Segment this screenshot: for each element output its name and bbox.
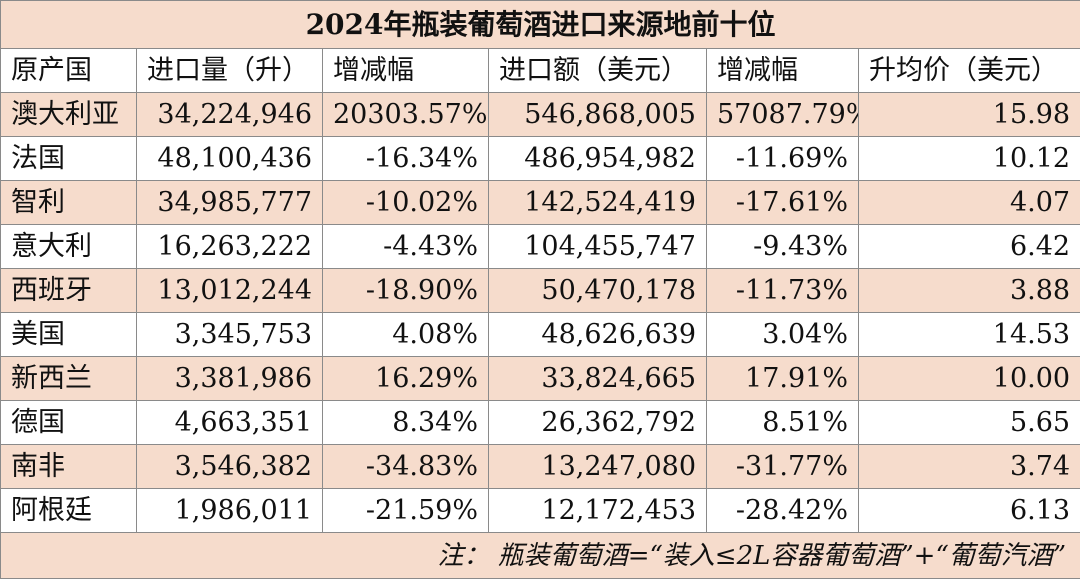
table-title: 2024年瓶装葡萄酒进口来源地前十位 — [1, 1, 1080, 49]
title-row: 2024年瓶装葡萄酒进口来源地前十位 — [1, 1, 1080, 49]
value-cell: 33,824,665 — [489, 357, 707, 401]
volume-change-cell: 8.34% — [323, 401, 489, 445]
volume-cell: 34,985,777 — [137, 181, 323, 225]
avg-price-cell: 10.12 — [859, 137, 1080, 181]
header-value: 进口额（美元） — [489, 49, 707, 93]
value-change-cell: -9.43% — [707, 225, 859, 269]
value-change-cell: -28.42% — [707, 489, 859, 533]
table-row: 法国 48,100,436 -16.34% 486,954,982 -11.69… — [1, 137, 1080, 181]
table-row: 智利 34,985,777 -10.02% 142,524,419 -17.61… — [1, 181, 1080, 225]
value-cell: 50,470,178 — [489, 269, 707, 313]
value-change-cell: -31.77% — [707, 445, 859, 489]
table-row: 德国 4,663,351 8.34% 26,362,792 8.51% 5.65 — [1, 401, 1080, 445]
avg-price-cell: 6.13 — [859, 489, 1080, 533]
avg-price-cell: 3.74 — [859, 445, 1080, 489]
value-change-cell: -11.69% — [707, 137, 859, 181]
volume-cell: 4,663,351 — [137, 401, 323, 445]
volume-cell: 1,986,011 — [137, 489, 323, 533]
header-volume-change: 增减幅 — [323, 49, 489, 93]
table-row: 澳大利亚 34,224,946 20303.57% 546,868,005 57… — [1, 93, 1080, 137]
table-row: 新西兰 3,381,986 16.29% 33,824,665 17.91% 1… — [1, 357, 1080, 401]
header-country: 原产国 — [1, 49, 137, 93]
value-cell: 546,868,005 — [489, 93, 707, 137]
volume-cell: 3,345,753 — [137, 313, 323, 357]
country-cell: 意大利 — [1, 225, 137, 269]
value-cell: 48,626,639 — [489, 313, 707, 357]
country-cell: 美国 — [1, 313, 137, 357]
country-cell: 西班牙 — [1, 269, 137, 313]
header-row: 原产国 进口量（升） 增减幅 进口额（美元） 增减幅 升均价（美元） — [1, 49, 1080, 93]
country-cell: 智利 — [1, 181, 137, 225]
avg-price-cell: 4.07 — [859, 181, 1080, 225]
volume-change-cell: 16.29% — [323, 357, 489, 401]
table-row: 南非 3,546,382 -34.83% 13,247,080 -31.77% … — [1, 445, 1080, 489]
volume-change-cell: -21.59% — [323, 489, 489, 533]
value-change-cell: -17.61% — [707, 181, 859, 225]
volume-change-cell: 20303.57% — [323, 93, 489, 137]
value-change-cell: 3.04% — [707, 313, 859, 357]
table-row: 美国 3,345,753 4.08% 48,626,639 3.04% 14.5… — [1, 313, 1080, 357]
avg-price-cell: 5.65 — [859, 401, 1080, 445]
value-cell: 12,172,453 — [489, 489, 707, 533]
volume-cell: 34,224,946 — [137, 93, 323, 137]
value-cell: 13,247,080 — [489, 445, 707, 489]
volume-change-cell: 4.08% — [323, 313, 489, 357]
volume-change-cell: -18.90% — [323, 269, 489, 313]
value-change-cell: -11.73% — [707, 269, 859, 313]
volume-change-cell: -16.34% — [323, 137, 489, 181]
table-row: 意大利 16,263,222 -4.43% 104,455,747 -9.43%… — [1, 225, 1080, 269]
header-value-change: 增减幅 — [707, 49, 859, 93]
avg-price-cell: 14.53 — [859, 313, 1080, 357]
country-cell: 新西兰 — [1, 357, 137, 401]
table-row: 西班牙 13,012,244 -18.90% 50,470,178 -11.73… — [1, 269, 1080, 313]
country-cell: 澳大利亚 — [1, 93, 137, 137]
country-cell: 法国 — [1, 137, 137, 181]
value-change-cell: 17.91% — [707, 357, 859, 401]
country-cell: 德国 — [1, 401, 137, 445]
volume-cell: 3,381,986 — [137, 357, 323, 401]
volume-cell: 13,012,244 — [137, 269, 323, 313]
value-cell: 104,455,747 — [489, 225, 707, 269]
header-avg-price: 升均价（美元） — [859, 49, 1080, 93]
volume-cell: 3,546,382 — [137, 445, 323, 489]
avg-price-cell: 6.42 — [859, 225, 1080, 269]
country-cell: 南非 — [1, 445, 137, 489]
note-row: 注： 瓶装葡萄酒=“装入≤2L容器葡萄酒”+“葡萄汽酒” — [1, 533, 1080, 579]
country-cell: 阿根廷 — [1, 489, 137, 533]
avg-price-cell: 15.98 — [859, 93, 1080, 137]
table-note: 注： 瓶装葡萄酒=“装入≤2L容器葡萄酒”+“葡萄汽酒” — [1, 533, 1080, 579]
table-row: 阿根廷 1,986,011 -21.59% 12,172,453 -28.42%… — [1, 489, 1080, 533]
value-change-cell: 57087.79% — [707, 93, 859, 137]
volume-cell: 48,100,436 — [137, 137, 323, 181]
volume-change-cell: -4.43% — [323, 225, 489, 269]
volume-cell: 16,263,222 — [137, 225, 323, 269]
value-cell: 26,362,792 — [489, 401, 707, 445]
value-cell: 486,954,982 — [489, 137, 707, 181]
volume-change-cell: -10.02% — [323, 181, 489, 225]
value-cell: 142,524,419 — [489, 181, 707, 225]
avg-price-cell: 3.88 — [859, 269, 1080, 313]
value-change-cell: 8.51% — [707, 401, 859, 445]
volume-change-cell: -34.83% — [323, 445, 489, 489]
avg-price-cell: 10.00 — [859, 357, 1080, 401]
header-volume: 进口量（升） — [137, 49, 323, 93]
